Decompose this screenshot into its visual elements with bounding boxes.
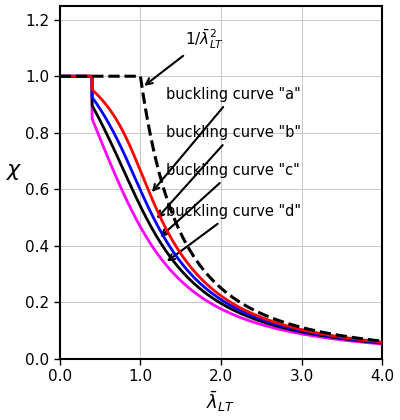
- Y-axis label: $\chi$: $\chi$: [6, 162, 22, 182]
- X-axis label: $\bar{\lambda}_{LT}$: $\bar{\lambda}_{LT}$: [206, 390, 236, 415]
- Text: $1/ \bar{\lambda}_{LT}^{2}$: $1/ \bar{\lambda}_{LT}^{2}$: [146, 28, 224, 84]
- Text: buckling curve "b": buckling curve "b": [158, 125, 301, 217]
- Text: buckling curve "d": buckling curve "d": [166, 205, 301, 260]
- Text: buckling curve "c": buckling curve "c": [162, 163, 300, 236]
- Text: buckling curve "a": buckling curve "a": [153, 87, 301, 190]
